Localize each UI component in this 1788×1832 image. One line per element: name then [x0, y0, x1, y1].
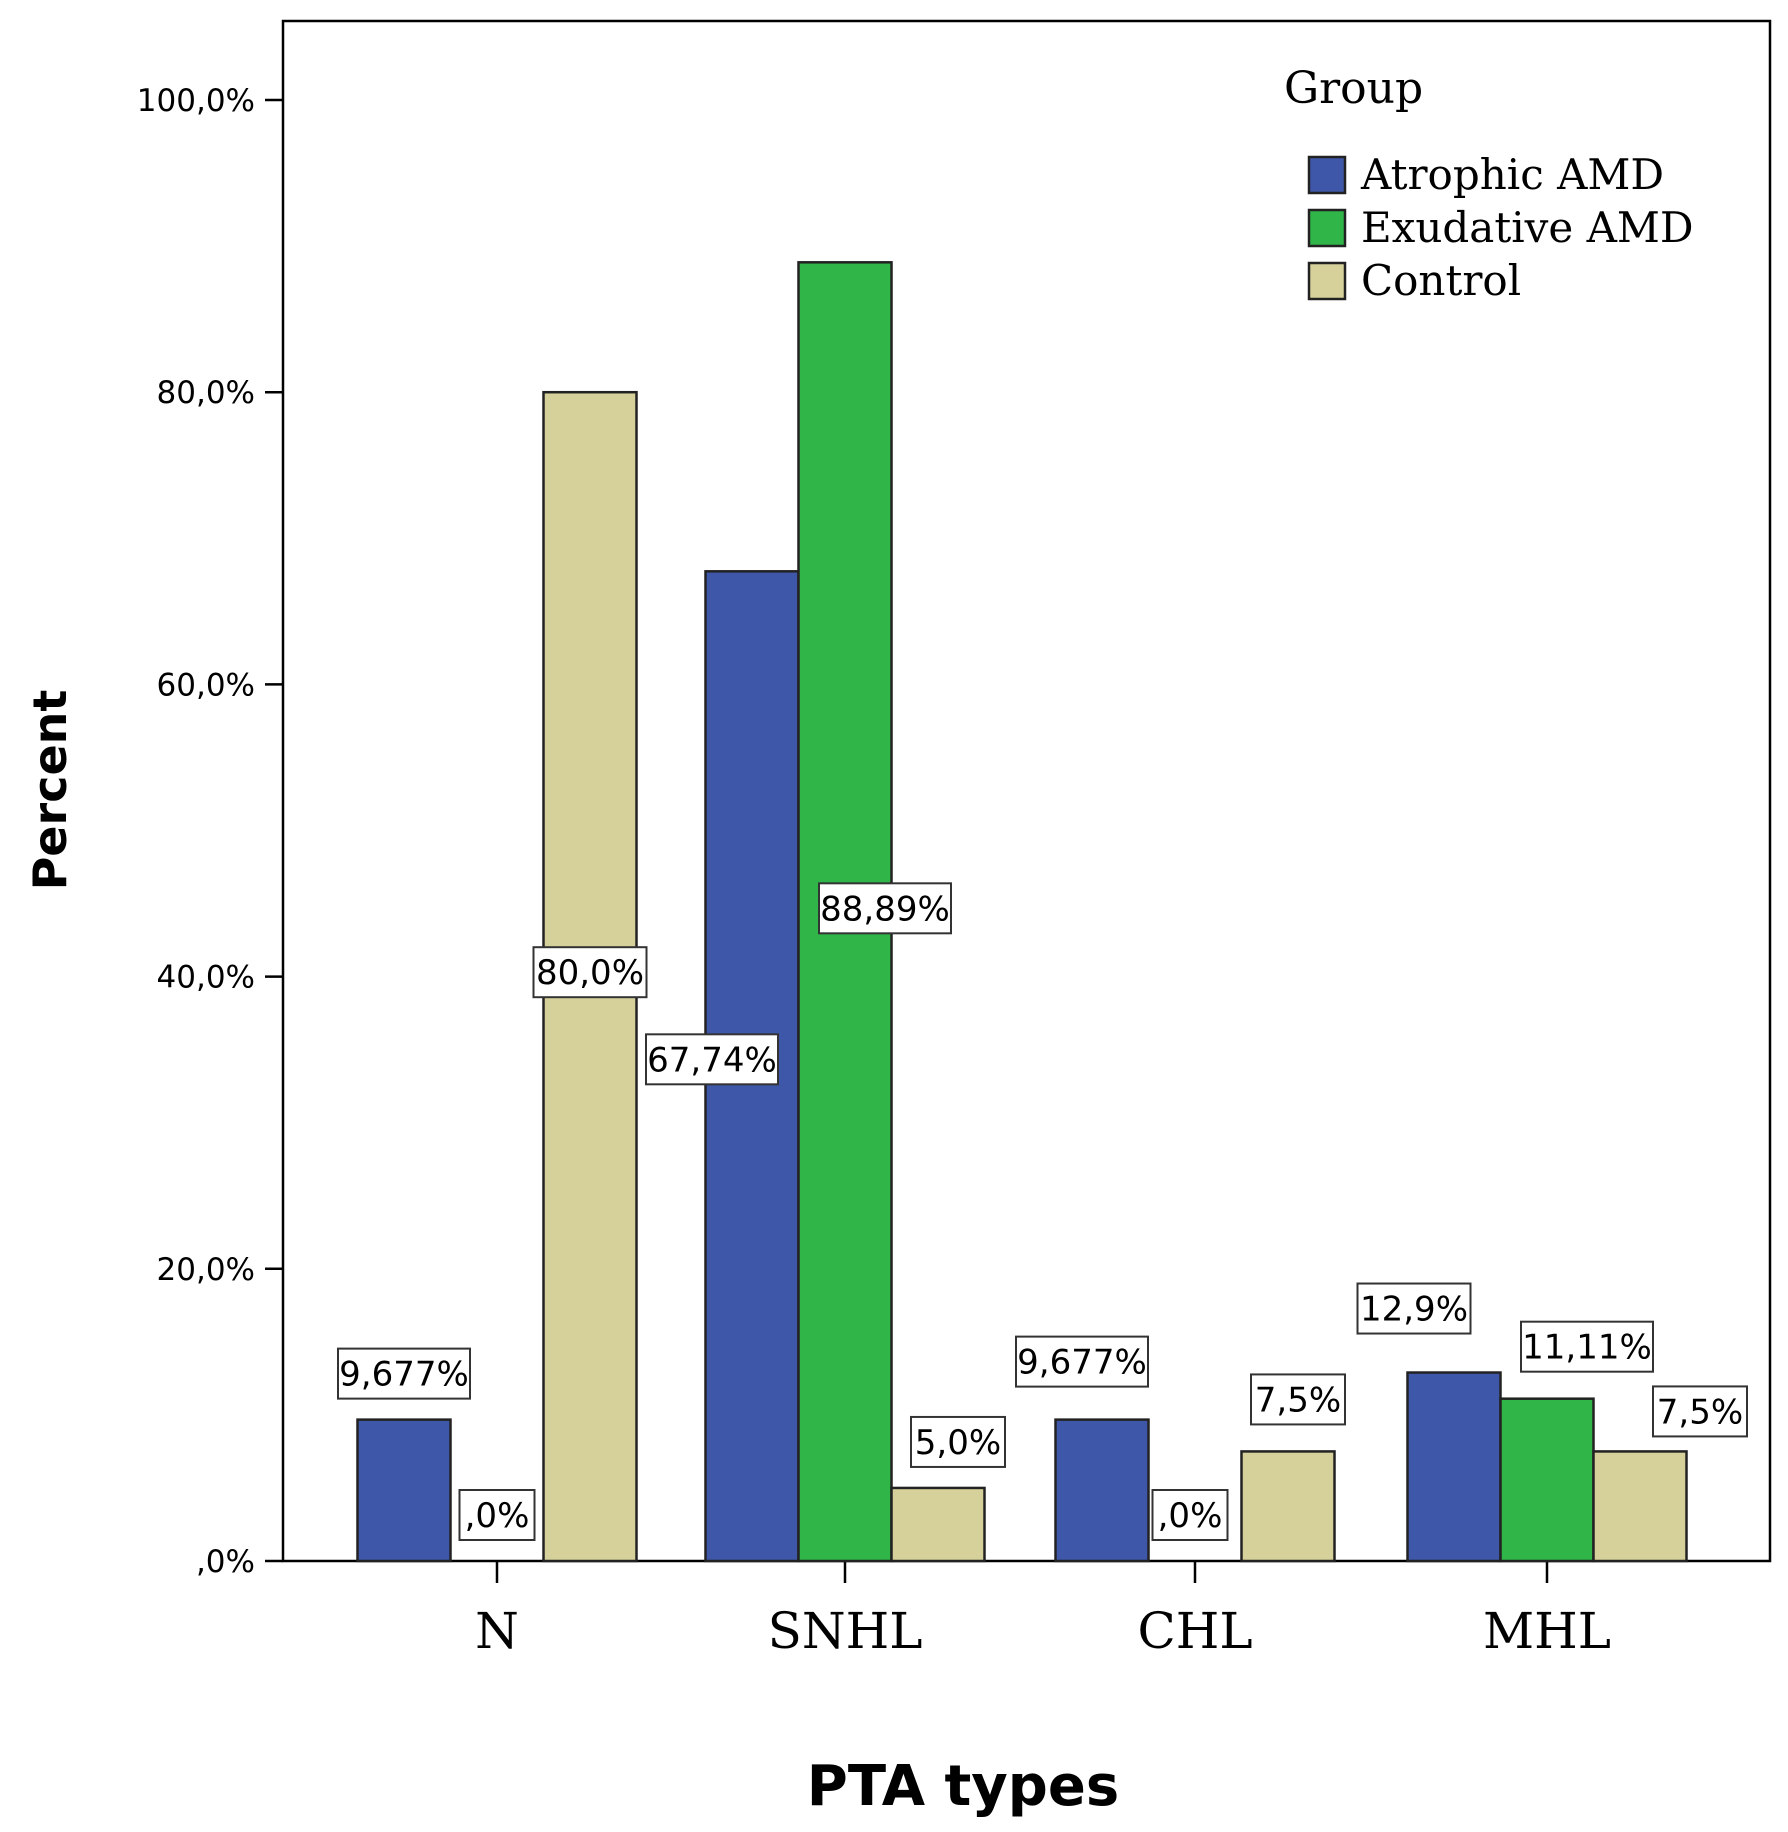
x-axis-title: PTA types [807, 1754, 1119, 1819]
y-axis: ,0% 20,0% 40,0% 60,0% 80,0% 100,0% [137, 83, 283, 1580]
data-label: 11,11% [1522, 1328, 1652, 1368]
data-label-box [645, 1033, 779, 1086]
data-label-box [1652, 1385, 1748, 1438]
y-tick-label: ,0% [196, 1544, 255, 1580]
data-label: 9,677% [339, 1355, 469, 1395]
data-label-box [1250, 1373, 1346, 1426]
data-label-box [818, 882, 952, 935]
x-category-label: N [475, 1602, 519, 1660]
bar [356, 1418, 452, 1563]
data-label: 7,5% [1657, 1392, 1743, 1432]
y-tick-label: 100,0% [137, 83, 255, 119]
plot-frame [281, 19, 1772, 1563]
y-tick-label: 60,0% [157, 667, 255, 703]
data-label: 12,9% [1360, 1290, 1468, 1330]
data-label-box [458, 1489, 536, 1541]
data-label: 88,89% [820, 889, 950, 929]
bar [1240, 1450, 1336, 1563]
legend-swatch [1307, 261, 1347, 301]
y-tick-label: 40,0% [157, 960, 255, 996]
data-label-box [532, 946, 648, 999]
data-label: 9,677% [1017, 1343, 1147, 1383]
x-category-label: MHL [1483, 1602, 1611, 1660]
data-label: ,0% [1158, 1496, 1223, 1536]
data-label-box [910, 1415, 1006, 1468]
legend-swatch [1307, 208, 1347, 248]
bar [1499, 1397, 1595, 1563]
data-label: ,0% [465, 1496, 530, 1536]
data-label: 80,0% [536, 953, 644, 993]
x-axis: N SNHL CHL MHL [475, 1561, 1611, 1660]
data-label-box [1015, 1335, 1149, 1388]
legend-title: Group [1284, 63, 1423, 114]
y-axis-title: Percent [23, 690, 77, 891]
y-tick-label: 20,0% [157, 1252, 255, 1288]
data-label-box [1151, 1489, 1229, 1541]
data-label-box [1520, 1320, 1654, 1373]
data-label: 7,5% [1255, 1380, 1341, 1420]
x-category-label: SNHL [768, 1602, 923, 1660]
data-label: 67,74% [647, 1040, 777, 1080]
legend-swatch [1307, 155, 1347, 195]
y-tick-label: 80,0% [157, 375, 255, 411]
x-category-label: CHL [1137, 1602, 1252, 1660]
legend-label: Control [1361, 256, 1521, 305]
data-label-box [337, 1347, 471, 1400]
bar [890, 1486, 986, 1563]
data-label: 5,0% [915, 1423, 1001, 1463]
bar [1054, 1418, 1150, 1563]
legend-label: Exudative AMD [1361, 203, 1694, 252]
bar [1406, 1371, 1502, 1563]
data-label-box [1356, 1282, 1472, 1335]
legend-label: Atrophic AMD [1360, 150, 1664, 199]
data-labels: 9,677% 67,74% 9,677% 12,9% ,0% 88,89% ,0% 11,11… [337, 882, 1748, 1541]
bar [1592, 1450, 1688, 1563]
